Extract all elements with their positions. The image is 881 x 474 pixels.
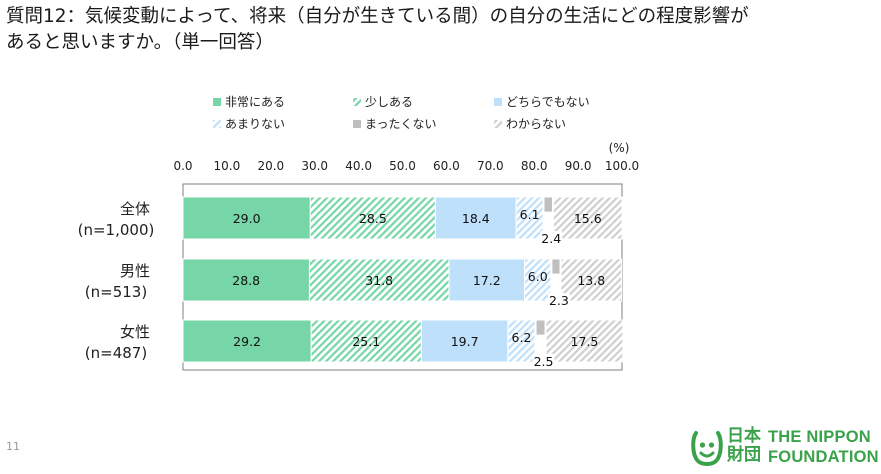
axis-tick-label: 50.0 xyxy=(389,159,416,173)
axis-tick-label: 30.0 xyxy=(301,159,328,173)
legend-label: どちらでもない xyxy=(506,95,590,109)
bar-segment xyxy=(560,258,623,302)
label-background xyxy=(547,293,570,308)
axis-tick-label: 70.0 xyxy=(477,159,504,173)
legend-label: あまりない xyxy=(225,117,285,131)
legend-label: わからない xyxy=(506,117,566,131)
bar-value-label: 15.6 xyxy=(574,211,602,226)
bar-segment xyxy=(543,196,554,213)
category-sample-size: (n=487) xyxy=(85,344,147,362)
bar-value-label: 2.4 xyxy=(541,231,561,246)
axis-tick-label: 60.0 xyxy=(433,159,460,173)
bar-value-label: 2.3 xyxy=(549,293,569,308)
bar-value-label: 13.8 xyxy=(577,273,605,288)
category-label: 女性 xyxy=(120,323,150,341)
bar-segment xyxy=(182,196,311,240)
bar-value-label: 17.2 xyxy=(473,273,501,288)
bar-segment xyxy=(515,196,544,240)
legend-swatch xyxy=(494,98,502,106)
axis-tick-label: 20.0 xyxy=(257,159,284,173)
bar-segment xyxy=(308,258,450,302)
bar-value-label: 17.5 xyxy=(571,334,599,349)
bar-segment xyxy=(524,258,552,302)
bar-segment xyxy=(535,319,546,336)
label-background xyxy=(532,354,555,369)
bar-value-label: 29.0 xyxy=(233,211,261,226)
page-title: 質問12：気候変動によって、将来（自分が生きている間）の自分の生活にどの程度影響… xyxy=(6,4,866,56)
logo-japanese: 日本 財団 xyxy=(727,427,761,465)
bar-segment xyxy=(507,319,536,363)
axis-tick-label: 10.0 xyxy=(214,159,241,173)
category-label: 全体 xyxy=(120,200,150,218)
axis-tick-label: 80.0 xyxy=(521,159,548,173)
bar-value-label: 29.2 xyxy=(233,334,261,349)
bar-segment xyxy=(182,258,310,302)
legend-label: 少しある xyxy=(365,95,413,109)
bar-value-label: 6.0 xyxy=(528,269,548,284)
legend-label: 非常にある xyxy=(225,95,285,109)
axis-tick-label: 90.0 xyxy=(565,159,592,173)
bar-segment xyxy=(182,319,312,363)
bar-value-label: 18.4 xyxy=(462,211,490,226)
bar-value-label: 28.8 xyxy=(232,273,260,288)
bar-value-label: 25.1 xyxy=(352,334,380,349)
axis-tick-label: 100.0 xyxy=(605,159,639,173)
bar-segment xyxy=(310,319,422,363)
label-background xyxy=(540,231,563,246)
legend-label: まったくない xyxy=(365,117,437,131)
bar-value-label: 2.5 xyxy=(534,354,554,369)
foundation-mark-icon xyxy=(691,431,723,466)
page-number: 11 xyxy=(6,440,20,453)
category-sample-size: (n=513) xyxy=(85,283,147,301)
bar-value-label: 19.7 xyxy=(451,334,479,349)
axis-tick-label: 0.0 xyxy=(173,159,192,173)
bar-value-label: 28.5 xyxy=(359,211,387,226)
legend-swatch xyxy=(213,98,221,106)
bar-segment xyxy=(551,258,561,275)
bar-segment xyxy=(434,196,517,240)
bar-segment xyxy=(553,196,623,240)
logo-english: THE NIPPON FOUNDATION xyxy=(768,428,879,467)
axis-tick-label: 40.0 xyxy=(345,159,372,173)
title-line-1: 質問12：気候変動によって、将来（自分が生きている間）の自分の生活にどの程度影響… xyxy=(6,6,749,27)
bar-value-label: 6.2 xyxy=(512,330,532,345)
category-label: 男性 xyxy=(120,262,150,280)
category-sample-size: (n=1,000) xyxy=(78,221,155,239)
legend-swatch xyxy=(353,120,361,128)
nippon-foundation-logo: 日本 財団 THE NIPPON FOUNDATION xyxy=(690,427,879,468)
bar-segment xyxy=(448,258,526,302)
legend-swatch xyxy=(353,98,361,106)
legend-swatch xyxy=(494,120,502,128)
title-line-2: あると思いますか。（単一回答） xyxy=(6,32,274,53)
bar-value-label: 31.8 xyxy=(365,273,393,288)
legend-swatch xyxy=(213,120,221,128)
bar-value-label: 6.1 xyxy=(520,207,540,222)
logo-jp-line-1: 日本 xyxy=(727,426,761,446)
logo-en-line-2: FOUNDATION xyxy=(768,447,879,466)
axis-unit-label: (%) xyxy=(609,141,630,155)
logo-jp-line-2: 財団 xyxy=(727,445,761,465)
logo-en-line-1: THE NIPPON xyxy=(768,428,871,446)
bar-segment xyxy=(545,319,624,363)
